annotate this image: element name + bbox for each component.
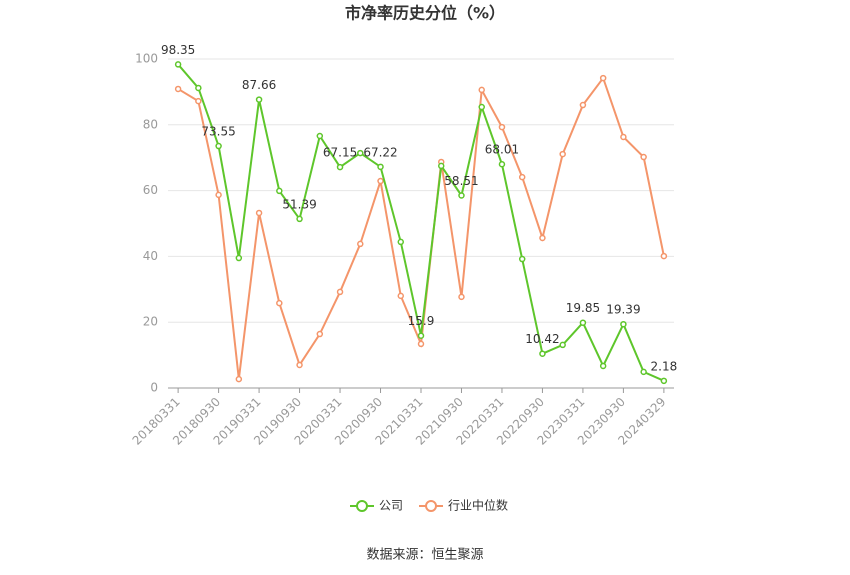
point [458,293,465,301]
point [620,320,627,328]
data-label: 19.39 [606,303,640,317]
data-label: 67.15 [323,146,357,160]
point [357,240,364,248]
y-tick-label: 80 [143,117,158,131]
point [417,332,425,339]
data-label: 67.22 [363,145,397,159]
chart-title: 市净率历史分位（%） [345,4,505,23]
point [377,163,384,171]
point [640,153,647,161]
point [478,86,485,94]
point [215,142,222,150]
point [215,191,222,199]
point [255,209,263,217]
point [397,238,405,246]
legend-label: 行业中位数 [448,498,508,513]
point [174,85,182,93]
data-label: 98.35 [161,43,195,57]
point [397,292,405,300]
point [640,368,647,376]
data-label: 58.51 [444,174,478,188]
point [518,255,526,263]
point [276,187,283,195]
y-tick-label: 0 [150,381,158,395]
point [377,177,384,185]
legend-label: 公司 [379,499,403,513]
point [417,340,425,348]
data-label: 19.85 [566,301,600,315]
data-label: 68.01 [485,143,519,157]
point [255,96,263,103]
point [599,74,607,82]
data-label: 15.9 [408,314,435,328]
point [357,149,364,157]
legend-marker [425,500,438,512]
data-label: 73.55 [201,125,235,139]
point [559,150,566,158]
point [296,215,303,223]
point [235,375,243,383]
point [296,361,303,369]
source: 数据来源：恒生聚源 [366,548,483,563]
point [539,350,546,357]
point [579,319,587,326]
point [336,288,344,296]
point [195,97,202,105]
point [437,162,445,170]
legend: 公司 行业中位数 [350,498,508,513]
point [498,160,506,168]
point [620,133,627,141]
legend-marker [356,500,368,512]
data-label: 51.39 [282,197,316,211]
point [316,132,324,140]
y-tick-label: 40 [143,249,158,263]
point [195,84,202,92]
point [478,103,485,111]
point [660,252,668,260]
point [235,254,243,262]
point [539,234,546,242]
data-label: 10.42 [525,332,559,346]
y-tick-label: 100 [135,52,158,66]
point [498,123,506,131]
point [660,377,668,385]
y-tick-label: 20 [143,315,158,329]
point [579,101,587,109]
point [599,362,607,370]
point [336,163,344,171]
data-label: 2.18 [651,359,678,373]
point [316,330,324,338]
point [458,192,465,199]
point [518,173,526,181]
y-tick-label: 60 [143,183,158,197]
data-label: 87.66 [242,78,276,92]
point [559,341,566,349]
point [276,299,283,307]
point [174,61,182,68]
